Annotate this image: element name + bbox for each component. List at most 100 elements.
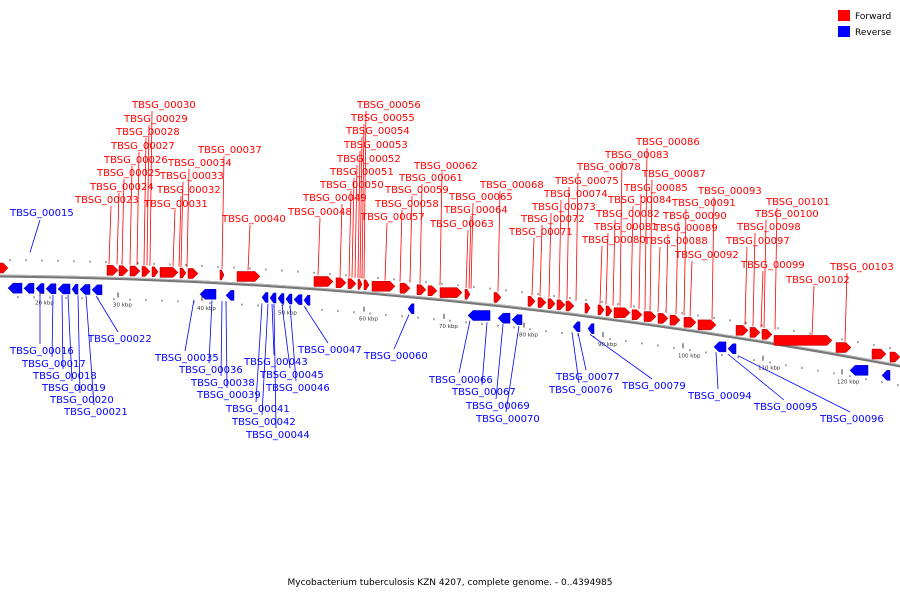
forward-gene-arrow	[464, 289, 471, 300]
genome-caption: Mycobacterium tuberculosis KZN 4207, com…	[287, 578, 613, 588]
reverse-gene-label: TBSG_00019	[41, 383, 106, 394]
forward-leader-line	[146, 124, 150, 266]
tick-label: 30 kbp	[113, 302, 132, 308]
forward-gene-label: TBSG_00086	[635, 137, 700, 148]
reverse-gene-arrow	[713, 341, 727, 353]
forward-leader-line	[357, 150, 361, 279]
forward-gene-arrow	[159, 267, 179, 278]
reverse-leader-line	[577, 332, 587, 371]
reverse-gene-arrow	[285, 293, 293, 305]
genome-backbone	[0, 274, 900, 368]
tick-label: 120 kbp	[837, 379, 860, 385]
tick-label: 40 kbp	[197, 306, 216, 312]
forward-gene-label: TBSG_00027	[110, 141, 175, 152]
forward-leader-line	[143, 137, 147, 266]
forward-gene-arrow	[129, 265, 141, 277]
reverse-gene-arrow	[71, 283, 79, 295]
reverse-gene-arrow	[45, 283, 57, 294]
forward-gene-label: TBSG_00091	[671, 198, 736, 209]
forward-gene-label: TBSG_00087	[641, 169, 706, 180]
forward-leader-line	[121, 178, 125, 265]
reverse-gene-arrow	[587, 323, 595, 334]
forward-leader-line	[649, 179, 653, 311]
forward-gene-label: TBSG_00024	[89, 182, 154, 193]
forward-leader-line	[317, 217, 321, 276]
reverse-gene-label: TBSG_00041	[225, 404, 290, 415]
forward-leader-line	[612, 219, 616, 306]
forward-gene-label: TBSG_00040	[221, 214, 286, 225]
reverse-gene-arrow	[23, 283, 35, 294]
reverse-leader-line	[571, 332, 580, 384]
forward-leader-line	[149, 110, 153, 266]
reverse-gene-label: TBSG_00046	[265, 383, 330, 394]
reverse-gene-arrow	[303, 295, 311, 306]
forward-gene-label: TBSG_00058	[374, 199, 439, 210]
forward-gene-label: TBSG_00073	[531, 202, 596, 213]
reverse-leader-line	[261, 303, 269, 416]
forward-leader-line	[558, 199, 562, 299]
forward-gene-label: TBSG_00037	[197, 145, 262, 156]
reverse-leader-line	[208, 300, 213, 364]
reverse-gene-label: TBSG_00017	[21, 359, 86, 370]
forward-gene-arrow	[363, 279, 370, 291]
forward-gene-label: TBSG_00030	[131, 100, 196, 111]
gene-labels: TBSG_00023 TBSG_00024 TBSG_00025 TBSG_00026…	[9, 100, 894, 441]
forward-gene-label: TBSG_00098	[736, 222, 801, 233]
tick-label: 90 kbp	[598, 342, 617, 348]
reverse-gene-arrow	[199, 288, 217, 300]
tick-marks: 20 kbp 30 kbp 40 kbp 50 kbp 60 kbp 70 kbp 80 k…	[9, 259, 899, 387]
forward-gene-arrow	[357, 279, 363, 290]
reverse-leader-line	[67, 295, 73, 382]
forward-gene-arrow	[597, 304, 605, 316]
reverse-gene-arrow	[407, 303, 415, 315]
forward-gene-label: TBSG_00063	[429, 219, 494, 230]
forward-leader-line	[116, 192, 120, 265]
forward-gene-label: TBSG_00023	[74, 195, 139, 206]
forward-gene-label: TBSG_00101	[765, 197, 830, 208]
forward-leader-line	[675, 221, 679, 315]
forward-gene-arrow	[416, 284, 427, 295]
forward-gene-label: TBSG_00100	[754, 209, 819, 220]
forward-gene-label: TBSG_00090	[662, 211, 727, 222]
reverse-leader-line	[505, 325, 520, 413]
reverse-gene-arrow	[277, 293, 285, 304]
forward-leader-line	[180, 181, 184, 267]
reverse-gene-label: TBSG_00015	[9, 208, 74, 219]
reverse-gene-label: TBSG_00043	[243, 357, 308, 368]
forward-leader-line	[363, 110, 367, 279]
forward-gene-label: TBSG_00056	[356, 100, 421, 111]
forward-leader-line	[548, 212, 552, 298]
forward-gene-arrow	[773, 335, 833, 346]
forward-gene-arrow	[371, 281, 396, 292]
reverse-gene-arrow	[727, 343, 737, 355]
reverse-gene-label: TBSG_00077	[555, 372, 620, 383]
reverse-leader-line	[281, 304, 291, 369]
forward-leader-line	[599, 245, 603, 304]
forward-leader-line	[619, 160, 623, 307]
reverse-gene-arrow	[572, 321, 581, 333]
reverse-gene-label: TBSG_00045	[259, 370, 324, 381]
forward-gene-label: TBSG_00078	[576, 162, 641, 173]
forward-gene-label: TBSG_00031	[143, 199, 208, 210]
reverse-gene-label: TBSG_00067	[451, 387, 516, 398]
reverse-gene-arrow	[497, 312, 511, 324]
forward-gene-label: TBSG_00028	[115, 127, 180, 138]
reverse-gene-label: TBSG_00044	[245, 430, 310, 441]
reverse-leader-line	[727, 353, 785, 401]
forward-gene-label: TBSG_00048	[287, 207, 352, 218]
reverse-gene-arrow	[91, 284, 103, 296]
reverse-gene-label: TBSG_00018	[32, 371, 97, 382]
forward-gene-label: TBSG_00033	[159, 171, 224, 182]
forward-gene-label: TBSG_00093	[697, 186, 762, 197]
forward-gene-arrow	[669, 314, 681, 326]
forward-gene-label: TBSG_00029	[123, 114, 188, 125]
forward-leader-line	[811, 285, 815, 336]
forward-leader-line	[470, 202, 474, 289]
forward-leader-line	[638, 193, 642, 310]
forward-gene-arrow	[871, 348, 887, 360]
reverse-gene-label: TBSG_00039	[196, 390, 261, 401]
reverse-gene-arrow	[511, 314, 523, 325]
forward-leader-line	[339, 203, 343, 277]
forward-leader-line	[186, 168, 190, 268]
